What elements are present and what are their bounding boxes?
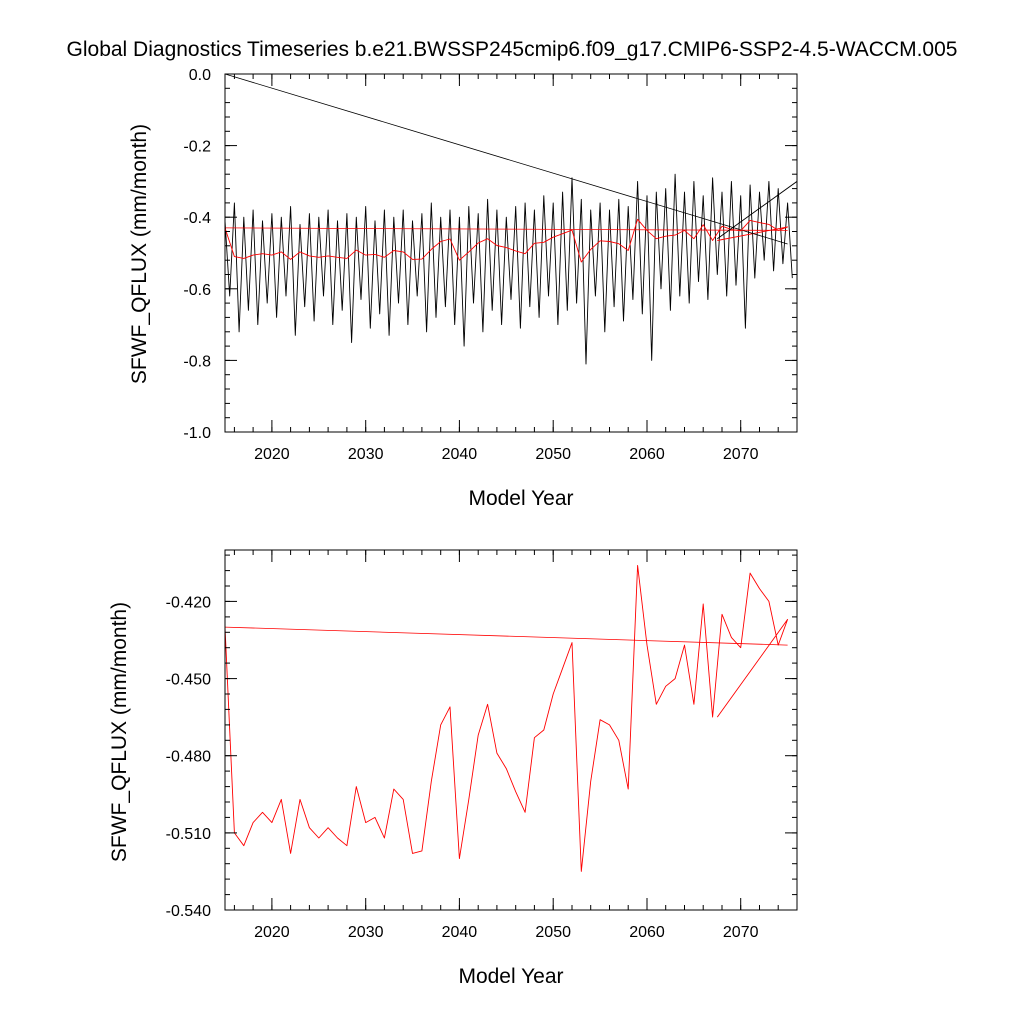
- top-y-axis-title: SFWF_QFLUX (mm/month): [128, 124, 151, 384]
- bottom-x-tick-label: 2040: [442, 924, 478, 941]
- top-y-tick-label: -0.2: [183, 139, 211, 156]
- top-series-linear-trend-annual-: [225, 227, 788, 231]
- top-x-tick-label: 2030: [348, 446, 384, 463]
- bottom-x-tick-label: 2030: [348, 924, 384, 941]
- bottom-series-linear-trend-annual-: [225, 626, 788, 646]
- bottom-y-tick-label: -0.540: [166, 903, 211, 920]
- top-y-tick-label: -0.6: [183, 282, 211, 299]
- bottom-x-tick-label: 2070: [723, 924, 759, 941]
- top-series-monthly: [225, 173, 793, 365]
- bottom-panel: Model Year SFWF_QFLUX (mm/month) 2020 203…: [108, 549, 798, 988]
- top-y-tick-label: -0.4: [183, 210, 211, 227]
- top-y-tick-label: -0.8: [183, 353, 211, 370]
- bottom-y-tick-label: -0.450: [166, 672, 211, 689]
- bottom-plot-frame: [224, 549, 798, 911]
- bottom-series-group: [225, 564, 789, 872]
- bottom-y-tick-label: -0.420: [166, 594, 211, 611]
- bottom-y-axis-title: SFWF_QFLUX (mm/month): [108, 602, 131, 862]
- top-x-tick-label: 2020: [254, 446, 290, 463]
- figure-title: Global Diagnostics Timeseries b.e21.BWSS…: [67, 38, 958, 61]
- top-x-tick-label: 2070: [723, 446, 759, 463]
- top-x-tick-label: 2060: [629, 446, 665, 463]
- bottom-y-tick-label: -0.510: [166, 826, 211, 843]
- bottom-x-tick-label: 2020: [254, 924, 290, 941]
- bottom-x-axis-title: Model Year: [458, 965, 563, 988]
- top-x-axis-title: Model Year: [468, 487, 573, 510]
- top-series-linear-trend-monthly-: [225, 74, 788, 245]
- bottom-x-tick-label: 2060: [629, 924, 665, 941]
- top-x-tick-label: 2040: [442, 446, 478, 463]
- bottom-y-tick-label: -0.480: [166, 749, 211, 766]
- bottom-x-tick-label: 2050: [535, 924, 571, 941]
- top-plot-frame: [224, 73, 798, 433]
- bottom-series-annual-mean: [225, 564, 789, 872]
- top-y-tick-label: 0.0: [189, 67, 211, 84]
- top-x-tick-label: 2050: [535, 446, 571, 463]
- top-series-group: [225, 74, 797, 365]
- top-series-return-segment-monthly-: [717, 181, 797, 240]
- top-panel: Model Year SFWF_QFLUX (mm/month) 2020 203…: [128, 67, 798, 510]
- top-series-annual-mean: [225, 218, 789, 263]
- top-y-tick-label: -1.0: [183, 425, 211, 442]
